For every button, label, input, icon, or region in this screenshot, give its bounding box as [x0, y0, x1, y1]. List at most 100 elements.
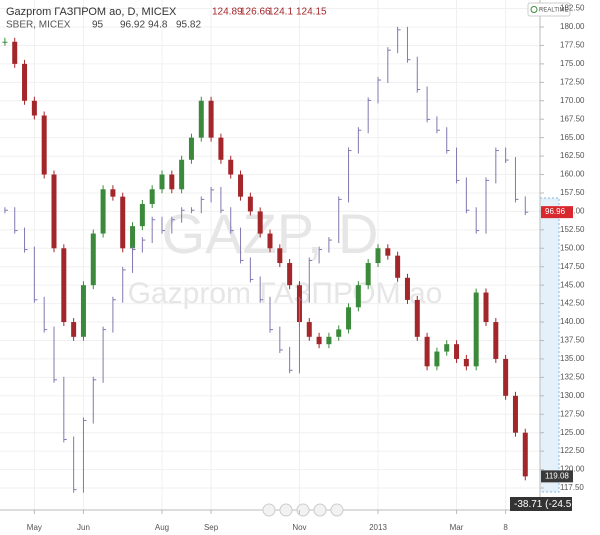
- candle: [414, 299, 420, 337]
- candle: [473, 292, 479, 367]
- candle: [483, 292, 489, 323]
- candle: [326, 336, 332, 345]
- candle: [257, 211, 263, 234]
- watermark: Gazprom ГАЗПРОМ ао: [128, 277, 443, 310]
- candle: [493, 322, 499, 359]
- candle: [130, 226, 136, 249]
- candle: [277, 248, 283, 264]
- y-tick-label: 147.50: [560, 262, 585, 271]
- y-tick-label: 127.50: [560, 409, 585, 418]
- y-tick-label: 172.50: [560, 77, 585, 86]
- candle: [395, 255, 401, 278]
- y-tick-label: 165.00: [560, 133, 585, 142]
- y-tick-label: 117.50: [560, 483, 584, 492]
- nav-buttons: [262, 503, 344, 517]
- candle: [22, 63, 28, 101]
- candle: [454, 344, 460, 359]
- candle: [444, 344, 450, 352]
- header-value: 95.82: [176, 20, 201, 31]
- candle: [179, 159, 185, 190]
- candle: [31, 100, 37, 116]
- candle: [100, 189, 106, 234]
- header-value: 124.89: [212, 7, 243, 18]
- realtime-text: REALTIME: [539, 8, 569, 14]
- candle: [306, 322, 312, 337]
- x-tick-label: 2013: [369, 523, 387, 532]
- candle: [51, 174, 57, 249]
- candle: [90, 233, 96, 286]
- y-tick-label: 125.00: [560, 428, 585, 437]
- nav-zoom-out[interactable]: [279, 503, 293, 517]
- x-tick-label: Sep: [204, 523, 219, 532]
- candle: [385, 248, 391, 256]
- nav-reset[interactable]: [296, 503, 310, 517]
- header-value: 96.92: [120, 20, 145, 31]
- candle: [463, 358, 469, 367]
- y-tick-label: 150.00: [560, 243, 585, 252]
- candle: [188, 137, 194, 160]
- candle: [287, 263, 293, 286]
- measure-box: [510, 497, 572, 511]
- y-tick-label: 122.50: [560, 446, 585, 455]
- candle: [503, 358, 509, 396]
- candle: [198, 100, 204, 138]
- y-tick-label: 145.00: [560, 280, 585, 289]
- header-value: 94.8: [148, 20, 168, 31]
- candle: [2, 41, 8, 43]
- y-tick-label: 167.50: [560, 114, 585, 123]
- candle: [12, 41, 18, 64]
- candle: [110, 189, 116, 197]
- y-tick-label: 137.50: [560, 336, 585, 345]
- x-tick-label: Nov: [292, 523, 306, 532]
- nav-right[interactable]: [330, 503, 344, 517]
- y-tick-label: 177.50: [560, 41, 585, 50]
- y-tick-label: 142.50: [560, 299, 585, 308]
- realtime-badge[interactable]: [527, 2, 571, 17]
- candle: [316, 336, 322, 345]
- candle: [375, 248, 381, 264]
- y-tick-label: 180.00: [560, 22, 585, 31]
- candle: [208, 100, 214, 138]
- candle: [434, 351, 440, 367]
- candle: [238, 174, 244, 197]
- y-tick-label: 162.50: [560, 151, 585, 160]
- candle: [228, 159, 234, 175]
- header-value: 126.66: [240, 7, 271, 18]
- candle: [512, 395, 518, 433]
- x-tick-label: May: [27, 523, 42, 532]
- header-value: 95: [92, 20, 104, 31]
- y-tick-label: 130.00: [560, 391, 585, 400]
- candle: [336, 329, 342, 337]
- y-tick-label: 135.00: [560, 354, 585, 363]
- y-tick-label: 182.50: [560, 4, 585, 13]
- measure-label: -38.71 (-24.5: [514, 499, 572, 510]
- candle: [80, 285, 86, 337]
- nav-left[interactable]: [262, 503, 276, 517]
- y-tick-label: 152.50: [560, 225, 585, 234]
- legend-name: Gazprom ГАЗПРОМ ао, D, MICEX: [6, 6, 177, 18]
- last-price-label: 119.08: [545, 471, 569, 480]
- x-tick-label: Jun: [77, 523, 90, 532]
- last-price-box: [541, 206, 573, 219]
- candle: [139, 204, 145, 227]
- y-tick-label: 120.00: [560, 465, 585, 474]
- y-tick-label: 140.00: [560, 317, 585, 326]
- candle: [41, 115, 47, 175]
- y-tick-label: 170.00: [560, 96, 585, 105]
- candle: [120, 196, 126, 249]
- realtime-icon: [530, 6, 538, 13]
- y-tick-label: 160.00: [560, 170, 585, 179]
- candle: [346, 307, 352, 330]
- candle: [149, 189, 155, 205]
- y-tick-label: 175.00: [560, 59, 585, 68]
- candle: [522, 432, 528, 477]
- last-price-label: 96.96: [545, 207, 566, 216]
- candle: [169, 174, 175, 190]
- y-tick-label: 157.50: [560, 188, 585, 197]
- candle: [355, 285, 361, 308]
- nav-zoom-in[interactable]: [313, 503, 327, 517]
- x-tick-label: Aug: [155, 523, 169, 532]
- legend-name: SBER, MICEX: [6, 20, 71, 31]
